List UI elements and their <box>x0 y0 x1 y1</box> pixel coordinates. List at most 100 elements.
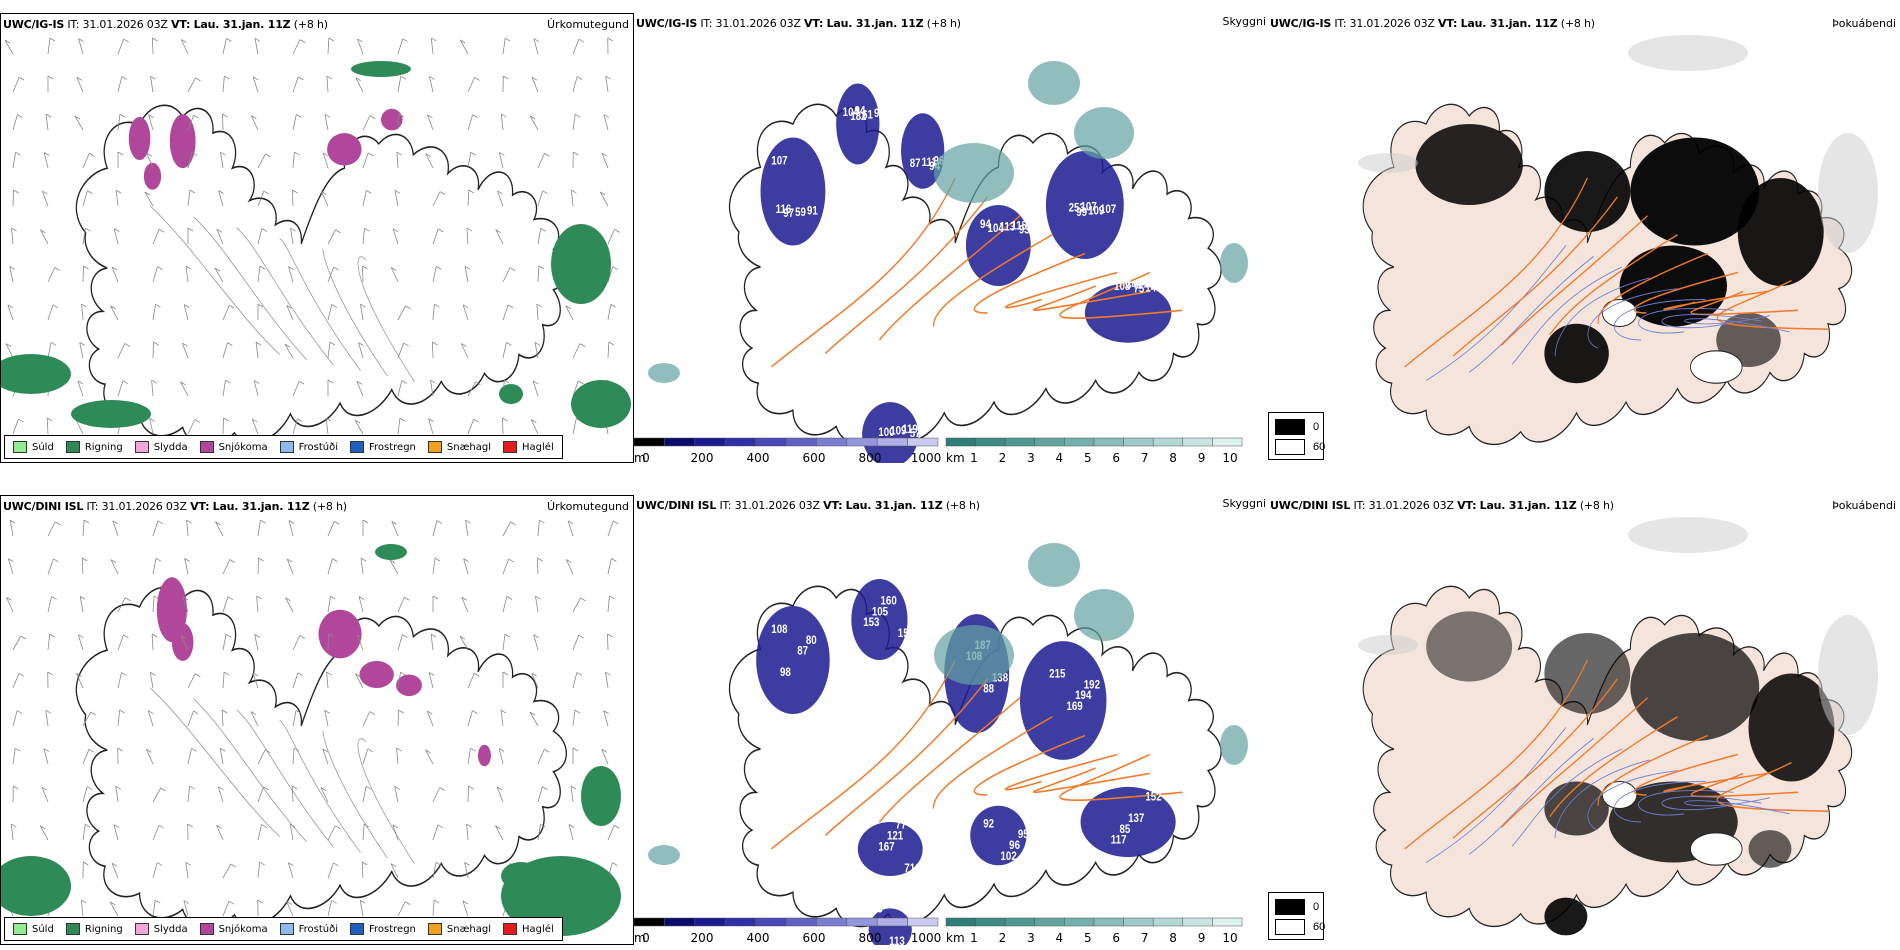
fog-dense-area <box>1544 151 1631 232</box>
cloud-base-label: 100 <box>878 426 894 439</box>
ceiling-colorbar-segment <box>816 917 848 927</box>
visibility-colorbar-segment <box>1064 917 1095 927</box>
ceiling-colorbar-segment <box>876 437 908 447</box>
cloud-base-label: 119 <box>902 423 918 436</box>
legend-swatch <box>350 923 364 935</box>
ceiling-tick-label: 800 <box>859 451 882 465</box>
cloud-base-label: 108 <box>771 623 787 636</box>
precip-legend-item: Snæhagl <box>427 923 492 935</box>
cloud-base-label: 116 <box>776 203 792 216</box>
cloud-base-label: 85 <box>1119 823 1130 836</box>
ceiling-colorbar-segment <box>755 437 787 447</box>
cloud-base-label: 194 <box>1075 689 1092 702</box>
legend-swatch <box>427 441 442 453</box>
rain-patch <box>1 856 71 916</box>
visibility-colorbar-segment <box>1152 437 1184 447</box>
panel-header-row1-precip: UWC/IG-IS IT: 31.01.2026 03Z VT: Lau. 31… <box>3 18 328 31</box>
cloud-base-label: 75 <box>1134 283 1145 296</box>
ceiling-unit-label: m <box>634 451 646 465</box>
snow-patch <box>359 661 394 688</box>
visibility-colorbar-segment <box>1182 917 1213 927</box>
legend-label: Rigning <box>84 923 123 935</box>
cloud-base-label: 87 <box>797 645 808 658</box>
cloud-base-label: 61 <box>1138 277 1149 290</box>
cloud-base-label: 94 <box>855 105 867 118</box>
cloud-ceiling-panel-row2: 1081058819285779583871571081691521671021… <box>634 495 1270 945</box>
cloud-base-label: 716 <box>904 862 920 875</box>
precip-legend-item: Frostúði <box>279 441 338 453</box>
colorbars-row1: m0 200 400 600 800 1000 km 1 2 3 4 5 6 7 8 9 10 <box>633 437 1243 465</box>
visibility-patch <box>1074 589 1134 641</box>
precip-legend-item: Frostregn <box>350 923 416 935</box>
visibility-tick-label: 6 <box>1112 931 1120 945</box>
cloud-base-label: 152 <box>1145 790 1161 803</box>
cloud-base-label: 90 <box>874 107 885 120</box>
fog-dense-area <box>1544 633 1631 714</box>
visibility-colorbar-segment <box>945 917 976 927</box>
panel-header-row2-cloud: UWC/DINI ISL IT: 31.01.2026 03Z VT: Lau.… <box>636 499 980 512</box>
ceiling-colorbar-segment <box>907 437 939 447</box>
ceiling-tick-label: 1000 <box>911 931 942 945</box>
precip-legend-item: Slydda <box>134 923 188 935</box>
iceland-coastline <box>75 104 568 447</box>
snow-patch <box>318 609 362 659</box>
legend-label: Súld <box>32 923 54 935</box>
rain-patch <box>71 400 151 428</box>
cloud-base-label: 96 <box>1009 839 1020 852</box>
cloud-ceiling-patch <box>901 113 945 189</box>
cloud-base-label: 94 <box>980 218 992 231</box>
legend-label: Snæhagl <box>446 441 492 453</box>
ceiling-colorbar-segment <box>785 437 817 447</box>
precip-legend-item: Rigning <box>65 441 123 453</box>
legend-label: Snæhagl <box>446 923 492 935</box>
panel-title-fog-row1: Þokuábendi <box>1832 17 1896 30</box>
cloud-base-label: 137 <box>1128 812 1144 825</box>
legend-label: Rigning <box>84 441 123 453</box>
snow-patch <box>396 674 422 697</box>
legend-label: Snjókoma <box>218 441 268 453</box>
visibility-tick-label: 8 <box>1169 451 1177 465</box>
ceiling-colorbar-segment <box>846 437 878 447</box>
fog-dense-area <box>1544 781 1609 836</box>
legend-label: Haglél <box>522 923 554 935</box>
fog-legend-row1: 0 60 <box>1268 412 1326 460</box>
rain-patch <box>375 544 407 560</box>
cloud-base-label: 107 <box>1100 203 1116 216</box>
visibility-colorbar-segment <box>1004 917 1036 927</box>
cloud-base-label: 113 <box>999 221 1015 234</box>
precip-legend-item: Haglél <box>503 923 554 935</box>
cloud-base-label: 98 <box>780 666 791 679</box>
precip-legend-item: Rigning <box>65 923 123 935</box>
visibility-patch <box>648 363 680 383</box>
rain-patch <box>581 766 621 826</box>
cloud-ceiling-patch <box>1045 151 1124 259</box>
cloud-base-label: 169 <box>1066 700 1082 713</box>
ceiling-colorbar-segment <box>724 437 756 447</box>
visibility-colorbar-segment <box>1212 437 1243 447</box>
fog-legend-label-60: 60 <box>1313 441 1326 453</box>
ceiling-colorbar-segment <box>724 917 756 927</box>
fog-legend-label-0: 0 <box>1313 901 1320 913</box>
snow-patch <box>171 623 194 661</box>
fog-legend-swatch-white <box>1275 439 1305 455</box>
cloud-base-label: 167 <box>878 840 894 853</box>
ceiling-colorbar-segment <box>846 917 878 927</box>
cloud-ceiling-patch <box>857 822 923 876</box>
fog-dense-area <box>1748 673 1835 782</box>
panel-title-cloud-row2: Skyggni <box>1222 497 1266 510</box>
visibility-tick-label: 2 <box>999 931 1007 945</box>
cloud-ceiling-panel-row1: 1071829493997557976171041091471005990871… <box>634 13 1270 463</box>
legend-label: Haglél <box>522 441 554 453</box>
cloud-base-label: 215 <box>1049 668 1065 681</box>
visibility-colorbar-segment <box>1034 917 1065 927</box>
cloud-base-label: 157 <box>898 627 914 640</box>
ceiling-tick-label: 200 <box>691 451 714 465</box>
cloud-map-row2: 1081058819285779583871571081691521671021… <box>648 543 1248 945</box>
cloud-base-label: 160 <box>881 595 897 608</box>
panel-header-row1-fog: UWC/IG-IS IT: 31.01.2026 03Z VT: Lau. 31… <box>1270 17 1595 30</box>
ceiling-tick-label: 600 <box>803 931 826 945</box>
visibility-colorbar-segment <box>1123 437 1154 447</box>
precip-type-panel-row2: UWC/DINI ISL IT: 31.01.2026 03Z VT: Lau.… <box>0 495 634 945</box>
visibility-colorbar-segment <box>1093 437 1124 447</box>
cloud-base-label: 80 <box>806 634 817 647</box>
